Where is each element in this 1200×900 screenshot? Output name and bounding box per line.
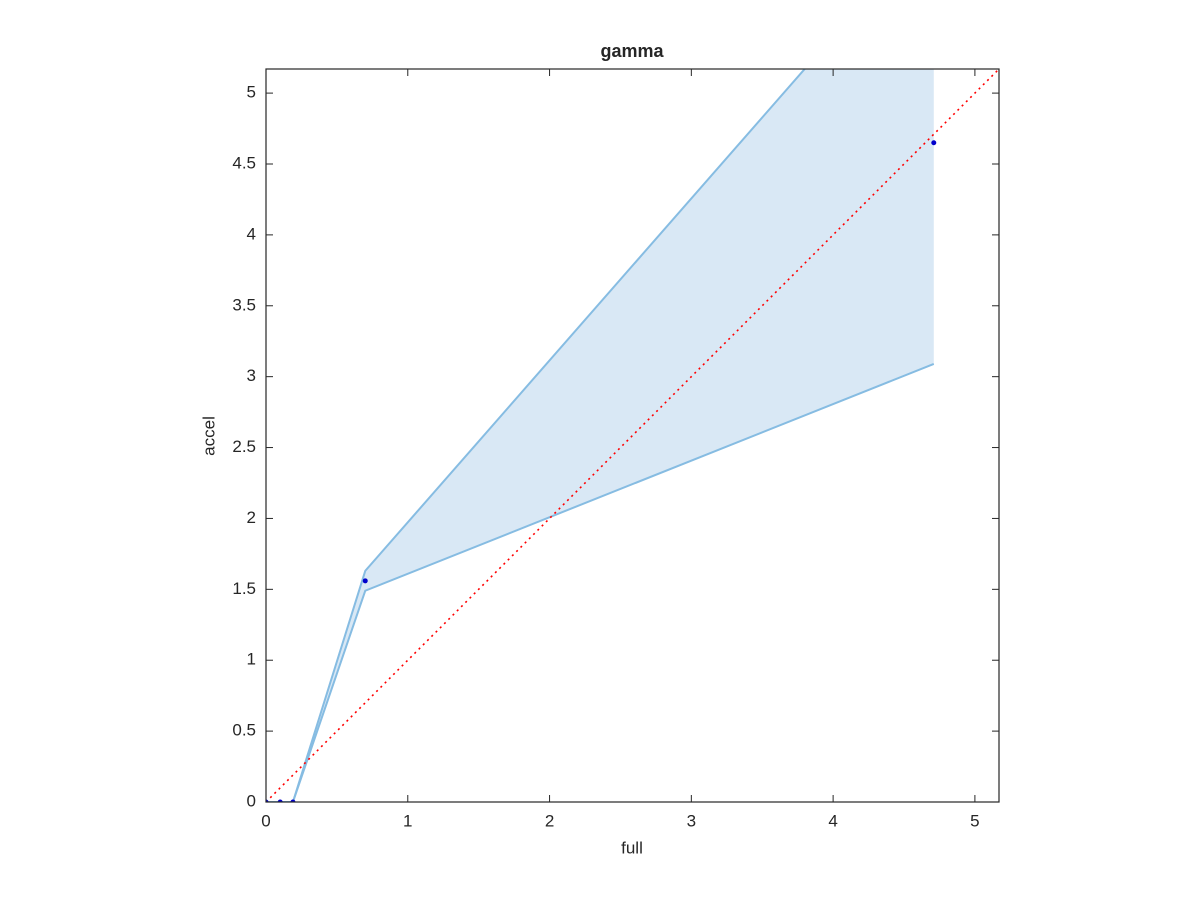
y-tick-label: 5 [247, 83, 256, 102]
data-point [931, 140, 937, 146]
y-tick-label: 1 [247, 650, 256, 669]
x-tick-label: 3 [687, 811, 696, 830]
x-tick-label: 0 [261, 811, 270, 830]
plot-area [266, 69, 999, 802]
data-point [277, 799, 283, 802]
x-tick-label: 1 [403, 811, 412, 830]
x-tick-label: 4 [828, 811, 837, 830]
y-tick-label: 2.5 [232, 437, 256, 456]
y-axis-label: accel [199, 416, 218, 456]
x-axis-label: full [621, 838, 643, 857]
band-lower-line [266, 362, 935, 802]
axes-box [265, 68, 1000, 803]
x-tick-label: 2 [545, 811, 554, 830]
band-area [266, 69, 934, 802]
y-tick-label: 3 [247, 366, 256, 385]
axes: 0 1 2 3 4 5 0 0.5 1 1.5 2 2.5 3 3.5 4 4.5 5 [232, 68, 1000, 830]
y-tick-label: 4 [247, 224, 256, 243]
chart-title: gamma [600, 41, 664, 61]
y-tick-label: 0 [247, 791, 256, 810]
y-tick-label: 0.5 [232, 721, 256, 740]
y-tick-label: 3.5 [232, 295, 256, 314]
y-tick-label: 2 [247, 508, 256, 527]
data-point [290, 799, 296, 802]
band-upper-line [266, 69, 807, 802]
data-point [362, 578, 368, 584]
y-tick-label: 1.5 [232, 579, 256, 598]
data-point [266, 799, 269, 802]
x-tick-label: 5 [970, 811, 979, 830]
y-tick-label: 4.5 [232, 153, 256, 172]
